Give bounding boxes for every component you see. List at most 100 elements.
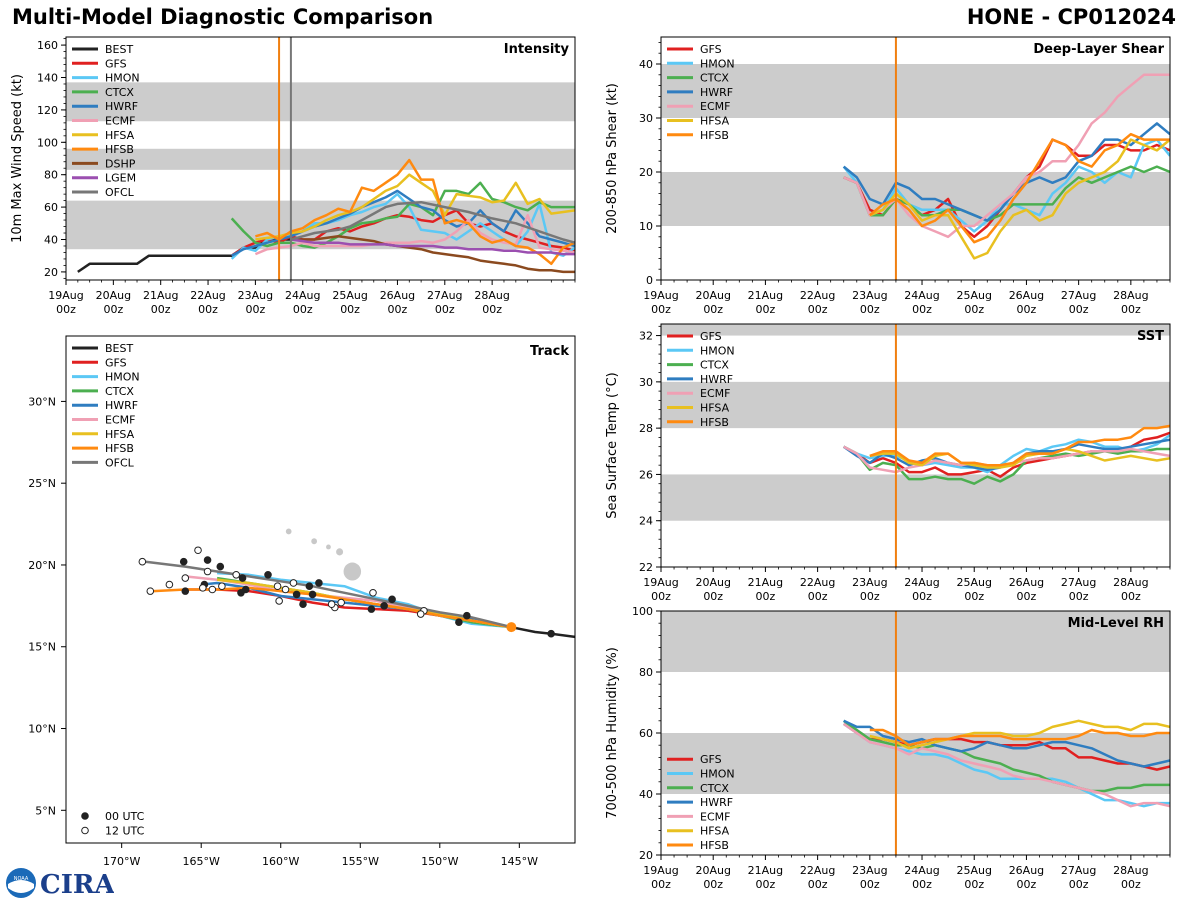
track-marker-12utc xyxy=(337,598,345,607)
shear-xtick-label: 00z xyxy=(651,303,671,316)
shear-xtick-label: 00z xyxy=(860,303,880,316)
track-marker-12utc xyxy=(198,584,207,592)
intensity-xtick-label: 00z xyxy=(435,303,455,316)
rh-xtick-label: 00z xyxy=(1017,878,1037,891)
intensity-ytick-label: 140 xyxy=(37,72,58,85)
shear-legend-label-hfsa: HFSA xyxy=(700,115,730,128)
track-legend-label-hwrf: HWRF xyxy=(105,399,138,412)
intensity-series-ctcx xyxy=(230,181,575,249)
track-marker-00utc xyxy=(367,605,376,613)
shear-xtick-label: 19Aug xyxy=(643,289,678,302)
sst-xtick-label: 21Aug xyxy=(748,576,783,589)
intensity-xtick-label: 20Aug xyxy=(96,289,131,302)
shear-series-hfsb xyxy=(869,132,1170,244)
track-marker-00utc xyxy=(216,562,225,571)
sst-ylabel: Sea Surface Temp (°C) xyxy=(605,372,620,519)
intensity-band-2 xyxy=(66,82,575,122)
rh-series-ecmf xyxy=(842,722,1170,808)
intensity-legend-label-hmon: HMON xyxy=(105,72,140,85)
shear-xtick-label: 00z xyxy=(756,303,776,316)
track-legend-label-hfsa: HFSA xyxy=(105,428,135,441)
track-marker-12utc xyxy=(194,546,202,555)
shear-legend-label-ctcx: CTCX xyxy=(700,72,729,85)
rh-legend-label-hfsb: HFSB xyxy=(700,839,729,852)
shear-ytick-label: 30 xyxy=(639,112,653,125)
intensity-frame xyxy=(65,36,576,281)
track-marker-00utc xyxy=(308,590,317,599)
track-legend-label-ecmf: ECMF xyxy=(105,414,135,427)
cira-logo: NOAA CIRA xyxy=(6,868,114,900)
track-marker-00utc xyxy=(388,595,396,604)
track-legend-label-gfs: GFS xyxy=(105,356,127,369)
sst-plot-area xyxy=(661,324,1170,567)
shear-ytick-label: 20 xyxy=(639,166,653,179)
shear-xtick-label: 21Aug xyxy=(748,289,783,302)
intensity-legend-label-ctcx: CTCX xyxy=(105,86,134,99)
intensity-xtick-label: 00z xyxy=(246,303,266,316)
rh-legend-label-hwrf: HWRF xyxy=(700,796,733,809)
intensity-xtick-label: 28Aug xyxy=(474,289,509,302)
marker-legend-label: 00 UTC xyxy=(105,810,145,823)
track-marker-00utc xyxy=(463,611,471,620)
rh-xtick-label: 21Aug xyxy=(748,864,783,877)
shear-xtick-label: 23Aug xyxy=(852,289,887,302)
track-marker-00utc xyxy=(264,570,272,579)
rh-legend-label-hfsa: HFSA xyxy=(700,825,730,838)
sst-xtick-label: 25Aug xyxy=(956,576,991,589)
track-marker-00utc xyxy=(181,587,190,595)
intensity-xtick-label: 26Aug xyxy=(380,289,415,302)
sst-ytick-label: 22 xyxy=(639,561,653,574)
rh-ylabel: 700-500 hPa Humidity (%) xyxy=(605,647,620,819)
rh-legend-label-ctcx: CTCX xyxy=(700,782,729,795)
shear-legend-label-hfsb: HFSB xyxy=(700,129,729,142)
track-ytick-label: 10°N xyxy=(28,723,56,736)
sst-xtick-label: 00z xyxy=(703,590,723,603)
intensity-ytick-label: 120 xyxy=(37,104,58,117)
intensity-legend-label-hwrf: HWRF xyxy=(105,100,138,113)
track-marker-00utc xyxy=(299,600,307,609)
rh-band-0 xyxy=(661,733,1170,794)
sst-series-hfsa xyxy=(869,447,1170,469)
rh-legend-label-ecmf: ECMF xyxy=(700,810,730,823)
sst-xtick-label: 00z xyxy=(860,590,880,603)
track-legend-label-hmon: HMON xyxy=(105,371,140,384)
track-ytick-label: 5°N xyxy=(35,804,56,817)
rh-title: Mid-Level RH xyxy=(1068,616,1164,631)
rh-xtick-label: 00z xyxy=(808,878,828,891)
track-panel: 170°W 165°W 160°W 155°W 150°W 145°W 5°N 10°N 15°… xyxy=(28,335,576,868)
intensity-legend-label-ecmf: ECMF xyxy=(105,115,135,128)
intensity-legend-label-hfsb: HFSB xyxy=(105,143,134,156)
track-plot-area xyxy=(138,528,575,639)
intensity-ytick-label: 100 xyxy=(37,136,58,149)
intensity-xtick-label: 00z xyxy=(388,303,408,316)
intensity-ytick-label: 160 xyxy=(37,39,58,52)
rh-legend-label-hmon: HMON xyxy=(700,768,735,781)
rh-xtick-label: 00z xyxy=(964,878,984,891)
sst-xtick-label: 00z xyxy=(651,590,671,603)
shear-band-1 xyxy=(661,64,1170,118)
track-legend-label-best: BEST xyxy=(105,342,133,355)
sst-legend-label-hwrf: HWRF xyxy=(700,373,733,386)
sst-ytick-label: 24 xyxy=(639,515,653,528)
sst-xtick-label: 00z xyxy=(1017,590,1037,603)
intensity-ytick-label: 80 xyxy=(44,169,58,182)
track-xtick-label: 165°W xyxy=(183,855,220,868)
figure-title: Multi-Model Diagnostic Comparison xyxy=(12,5,434,29)
track-marker-12utc xyxy=(281,585,290,594)
sst-xtick-label: 00z xyxy=(912,590,932,603)
sst-xtick-label: 00z xyxy=(1069,590,1089,603)
rh-xtick-label: 26Aug xyxy=(1009,864,1044,877)
sst-frame xyxy=(660,323,1171,568)
rh-xtick-label: 00z xyxy=(860,878,880,891)
rh-xtick-label: 00z xyxy=(651,878,671,891)
rh-ytick-label: 80 xyxy=(639,666,653,679)
rh-xtick-label: 00z xyxy=(1121,878,1141,891)
shear-xtick-label: 00z xyxy=(1121,303,1141,316)
track-marker-12utc xyxy=(416,610,425,618)
shear-xtick-label: 00z xyxy=(912,303,932,316)
